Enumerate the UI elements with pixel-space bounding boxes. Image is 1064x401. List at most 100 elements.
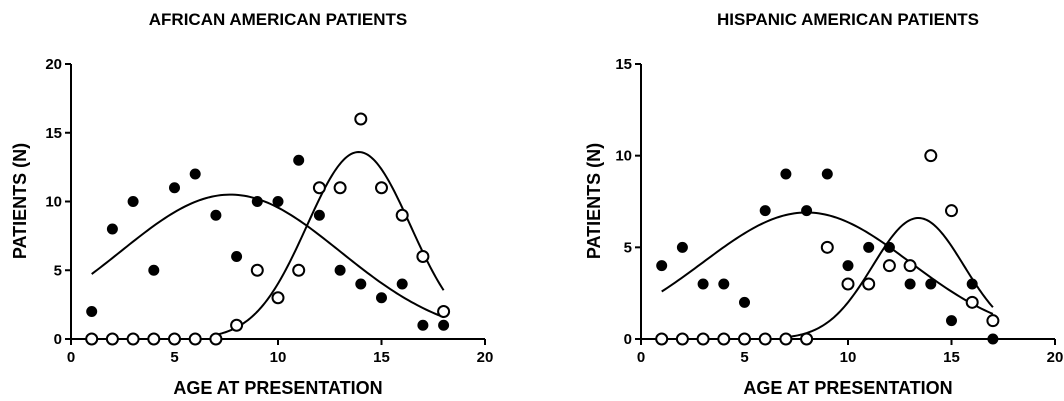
filled-data-point — [842, 260, 854, 272]
y-tick-label: 5 — [624, 239, 632, 256]
filled-data-point — [904, 278, 916, 290]
y-tick-label: 20 — [45, 56, 62, 73]
filled-data-point — [334, 264, 346, 276]
x-tick-label: 10 — [840, 349, 857, 366]
y-axis-label: PATIENTS (N) — [10, 143, 30, 259]
filled-data-point — [355, 278, 367, 290]
open-data-point — [230, 318, 244, 332]
open-data-point — [738, 332, 751, 346]
filled-data-point — [169, 182, 180, 194]
filled-data-point — [376, 292, 387, 304]
open-data-point — [800, 332, 814, 346]
open-data-point — [986, 314, 1000, 328]
open-data-point — [437, 305, 451, 318]
filled-data-point — [676, 241, 688, 253]
open-data-point — [820, 240, 834, 254]
chart-panel-hispanic-american: HISPANIC AMERICAN PATIENTS AGE AT PRESEN… — [532, 0, 1064, 401]
y-tick-label: 15 — [615, 56, 632, 73]
filled-data-point — [801, 205, 813, 217]
open-data-point — [779, 332, 793, 346]
filled-data-point — [863, 241, 875, 253]
filled-data-point — [210, 209, 222, 221]
filled-data-point — [148, 264, 160, 276]
open-data-point — [965, 295, 979, 309]
filled-data-point — [189, 168, 201, 180]
y-tick-label: 10 — [45, 194, 62, 211]
x-tick-label: 0 — [637, 349, 645, 366]
open-data-point — [105, 332, 119, 346]
filled-data-point — [759, 205, 771, 217]
open-data-point — [655, 332, 669, 346]
open-data-point — [924, 149, 938, 163]
open-data-point — [250, 263, 264, 277]
open-data-point — [416, 250, 430, 263]
open-data-point — [945, 204, 958, 218]
y-tick-label: 10 — [615, 148, 632, 165]
y-axis-label: PATIENTS (N) — [584, 143, 604, 259]
fit-curve-0 — [661, 211, 994, 315]
open-data-point — [126, 332, 140, 346]
x-tick-label: 15 — [943, 349, 960, 366]
filled-data-point — [821, 168, 833, 180]
open-data-point — [717, 332, 731, 346]
open-data-point — [882, 259, 896, 273]
y-tick-label: 15 — [45, 125, 62, 142]
open-data-point — [696, 332, 710, 346]
filled-data-point — [231, 251, 243, 262]
chart-title: HISPANIC AMERICAN PATIENTS — [717, 10, 979, 29]
filled-data-point — [987, 333, 999, 345]
fit-curve-1 — [785, 216, 994, 339]
filled-data-point — [925, 278, 937, 290]
open-data-point — [292, 263, 306, 277]
filled-data-point — [946, 315, 957, 327]
open-data-point — [375, 181, 388, 195]
fit-curve-0 — [91, 193, 444, 319]
x-tick-label: 5 — [740, 349, 748, 366]
filled-data-point — [966, 278, 978, 290]
open-data-point — [675, 332, 689, 346]
filled-data-point — [656, 260, 668, 272]
open-data-point — [209, 332, 223, 346]
x-tick-label: 20 — [1047, 349, 1064, 366]
x-tick-label: 15 — [373, 349, 390, 366]
y-tick-label: 5 — [54, 262, 62, 279]
y-tick-label: 0 — [624, 331, 632, 348]
open-data-point — [903, 259, 917, 273]
filled-data-point — [251, 196, 263, 207]
open-data-point — [333, 181, 347, 195]
open-data-point — [862, 277, 876, 291]
x-tick-label: 5 — [170, 349, 178, 366]
filled-data-point — [272, 196, 284, 207]
filled-data-point — [438, 319, 450, 331]
open-data-point — [271, 291, 285, 305]
y-tick-label: 0 — [54, 331, 62, 348]
chart-hispanic-american: HISPANIC AMERICAN PATIENTS AGE AT PRESEN… — [584, 10, 1064, 398]
x-axis-label: AGE AT PRESENTATION — [743, 378, 952, 398]
open-data-point — [395, 208, 409, 222]
x-tick-label: 10 — [270, 349, 287, 366]
x-tick-label: 0 — [67, 349, 75, 366]
filled-data-point — [739, 296, 750, 308]
filled-data-point — [883, 241, 895, 253]
filled-data-point — [780, 168, 792, 180]
open-data-point — [758, 332, 772, 346]
filled-data-point — [86, 306, 98, 317]
open-data-point — [841, 277, 855, 291]
open-data-point — [188, 332, 202, 346]
open-data-point — [312, 181, 326, 195]
open-data-point — [168, 332, 181, 346]
chart-african-american: AFRICAN AMERICAN PATIENTS AGE AT PRESENT… — [10, 10, 494, 398]
open-data-point — [354, 112, 368, 126]
x-tick-label: 20 — [477, 349, 494, 366]
x-axis-label: AGE AT PRESENTATION — [173, 378, 382, 398]
filled-data-point — [396, 278, 408, 290]
filled-data-point — [127, 196, 139, 207]
filled-data-point — [417, 319, 429, 331]
chart-panel-african-american: AFRICAN AMERICAN PATIENTS AGE AT PRESENT… — [10, 10, 494, 398]
filled-data-point — [293, 154, 305, 166]
filled-data-point — [313, 209, 325, 221]
open-data-point — [147, 332, 161, 346]
filled-data-point — [106, 223, 118, 235]
filled-data-point — [718, 278, 730, 290]
chart-title: AFRICAN AMERICAN PATIENTS — [149, 10, 407, 29]
